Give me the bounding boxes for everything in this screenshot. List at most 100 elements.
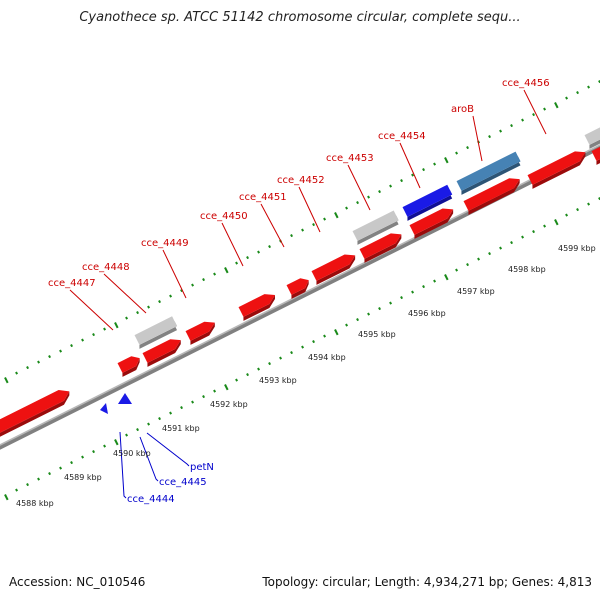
inner-tick-mark bbox=[81, 455, 85, 459]
inner-tick-mark bbox=[191, 400, 195, 404]
inner-tick-mark bbox=[389, 301, 393, 305]
scale-label: 4599 kbp bbox=[558, 244, 596, 253]
scale-label: 4588 kbp bbox=[16, 499, 54, 508]
gene-label-leader bbox=[472, 115, 483, 162]
gene-label-leader bbox=[260, 203, 285, 248]
scale-label: 4596 kbp bbox=[408, 309, 446, 318]
gene-label-reverse[interactable]: cce_4444 bbox=[127, 494, 175, 505]
pseudo-gene-side bbox=[589, 139, 600, 149]
inner-tick-mark bbox=[554, 219, 559, 226]
gene-aroB[interactable] bbox=[456, 151, 521, 191]
inner-tick-mark bbox=[114, 439, 119, 446]
scale-labels: 4588 kbp 4589 kbp 4590 kbp 4591 kbp 4592 kbp… bbox=[16, 244, 596, 508]
inner-tick-track bbox=[4, 197, 600, 501]
inner-tick-mark bbox=[224, 384, 229, 391]
inner-tick-mark bbox=[510, 241, 514, 245]
gene-label-leader bbox=[298, 186, 321, 233]
outer-tick-mark bbox=[455, 151, 459, 155]
gene-features bbox=[0, 126, 600, 437]
gene-arrow-side bbox=[243, 295, 275, 321]
gene-label-forward[interactable]: aroB bbox=[451, 104, 474, 115]
outer-tick-mark bbox=[532, 113, 536, 117]
pseudo-gene-side bbox=[357, 215, 399, 245]
inner-tick-mark bbox=[587, 202, 591, 206]
gene-label-leader bbox=[139, 436, 159, 482]
outer-tick-mark bbox=[488, 135, 492, 139]
gene-cce_4454[interactable] bbox=[402, 184, 453, 217]
outer-tick-mark bbox=[312, 223, 316, 227]
gene-label-forward[interactable]: cce_4449 bbox=[141, 238, 189, 249]
gene-arrow-side bbox=[364, 234, 402, 263]
inner-tick-mark bbox=[257, 367, 261, 371]
inner-tick-mark bbox=[37, 477, 41, 481]
gene-arrow[interactable] bbox=[409, 208, 454, 235]
inner-tick-mark bbox=[444, 274, 449, 281]
gene-label-forward[interactable]: cce_4447 bbox=[48, 278, 96, 289]
outer-tick-mark bbox=[587, 85, 591, 89]
outer-tick-mark bbox=[70, 344, 74, 348]
gene-arrow-side bbox=[316, 255, 356, 285]
pseudo-gene[interactable] bbox=[134, 316, 178, 345]
outer-tick-mark bbox=[521, 118, 525, 122]
gene-labels: cce_4447 cce_4448 cce_4449 cce_4450 cce_4451… bbox=[48, 78, 550, 505]
gene-label-leader bbox=[347, 164, 371, 211]
inner-tick-mark bbox=[543, 224, 547, 228]
inner-tick-mark bbox=[180, 406, 184, 410]
outer-tick-mark bbox=[158, 300, 162, 304]
outer-tick-mark bbox=[389, 184, 393, 188]
gene-label-forward[interactable]: cce_4453 bbox=[326, 153, 374, 164]
gene-arrow[interactable] bbox=[311, 254, 356, 281]
outer-tick-mark bbox=[169, 294, 173, 298]
inner-tick-mark bbox=[246, 373, 250, 377]
scale-label: 4590 kbp bbox=[113, 449, 151, 458]
gene-label-leader bbox=[119, 431, 127, 499]
gene-arrow[interactable] bbox=[142, 339, 181, 363]
outer-tick-mark bbox=[422, 168, 426, 172]
gene-arrow[interactable] bbox=[238, 294, 275, 317]
gene-label-forward[interactable]: cce_4448 bbox=[82, 262, 130, 273]
gene-arrow-side bbox=[190, 322, 215, 345]
gene-label-leader bbox=[399, 142, 421, 189]
gene-label-forward[interactable]: cce_4450 bbox=[200, 211, 248, 222]
outer-tick-mark bbox=[103, 327, 107, 331]
inner-tick-mark bbox=[488, 252, 492, 256]
gene-arrow[interactable] bbox=[185, 321, 215, 341]
gene-label-forward[interactable]: cce_4452 bbox=[277, 175, 325, 186]
outer-tick-mark bbox=[334, 212, 339, 219]
outer-tick-mark bbox=[301, 228, 305, 232]
inner-tick-mark bbox=[521, 235, 525, 239]
pseudo-gene[interactable] bbox=[584, 126, 600, 145]
gene-label-reverse[interactable]: petN bbox=[190, 462, 214, 473]
inner-tick-mark bbox=[136, 428, 140, 432]
inner-tick-mark bbox=[422, 285, 426, 289]
gene-label-leader bbox=[103, 273, 147, 314]
inner-tick-mark bbox=[235, 378, 239, 382]
gene-label-forward[interactable]: cce_4454 bbox=[378, 131, 426, 142]
gene-label-forward[interactable]: cce_4456 bbox=[502, 78, 550, 89]
inner-tick-mark bbox=[202, 395, 206, 399]
inner-tick-mark bbox=[345, 323, 349, 327]
pseudo-gene[interactable] bbox=[352, 210, 399, 241]
outer-tick-mark bbox=[202, 278, 206, 282]
inner-tick-mark bbox=[466, 263, 470, 267]
gene-arrow-side bbox=[0, 391, 70, 437]
gene-arrow[interactable] bbox=[463, 178, 520, 211]
outer-tick-mark bbox=[26, 366, 30, 370]
outer-tick-mark bbox=[246, 256, 250, 260]
gene-arrow[interactable] bbox=[527, 151, 586, 185]
outer-tick-mark bbox=[444, 157, 449, 164]
gene-arrow[interactable] bbox=[591, 145, 600, 161]
gene-arrow[interactable] bbox=[0, 389, 70, 433]
gene-arrow[interactable] bbox=[117, 356, 140, 373]
gene-reverse[interactable] bbox=[118, 393, 132, 404]
gene-label-reverse[interactable]: cce_4445 bbox=[159, 477, 207, 488]
gene-label-forward[interactable]: cce_4451 bbox=[239, 192, 287, 203]
gene-arrow[interactable] bbox=[359, 233, 402, 259]
gene-reverse[interactable] bbox=[100, 403, 108, 414]
gene-arrow[interactable] bbox=[286, 278, 309, 295]
outer-tick-mark bbox=[235, 261, 239, 265]
inner-tick-mark bbox=[323, 334, 327, 338]
scale-label: 4591 kbp bbox=[162, 424, 200, 433]
inner-tick-mark bbox=[268, 362, 272, 366]
